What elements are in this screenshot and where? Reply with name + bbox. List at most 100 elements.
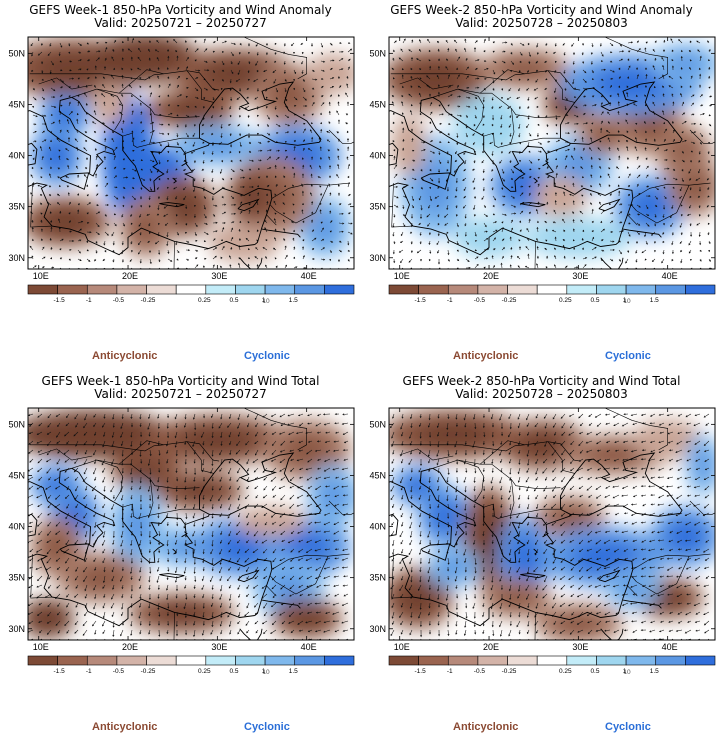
wind-arrow (437, 431, 440, 437)
wind-arrow (437, 259, 441, 265)
wind-arrow (290, 467, 295, 472)
wind-arrow (393, 164, 398, 170)
wind-arrow (447, 123, 451, 126)
wind-arrow (298, 539, 304, 543)
wind-arrow (202, 159, 205, 164)
wind-arrow (437, 440, 440, 448)
wind-arrow (86, 50, 91, 53)
wind-arrow (176, 141, 179, 146)
wind-arrow (311, 87, 315, 90)
wind-arrow (46, 548, 52, 555)
wind-arrow (455, 548, 458, 554)
wind-arrow (28, 638, 34, 640)
wind-arrow (409, 539, 413, 546)
borders (390, 37, 715, 269)
wind-arrow (563, 60, 566, 64)
wind-arrow (319, 156, 322, 161)
wind-arrow (391, 458, 395, 464)
anticyclonic-label: Anticyclonic (92, 721, 158, 733)
wind-arrow (283, 166, 286, 170)
wind-arrow (190, 150, 196, 154)
wind-arrow (604, 530, 611, 533)
border-line (30, 554, 53, 599)
wind-arrow (219, 620, 223, 627)
wind-arrow (337, 101, 340, 107)
wind-arrow (193, 204, 196, 208)
wind-arrow (139, 620, 142, 626)
wind-arrow (102, 530, 106, 538)
lon-label: 30E (211, 642, 227, 652)
wind-arrow (332, 602, 340, 606)
wind-arrow (573, 69, 576, 74)
wind-arrow (659, 557, 665, 560)
wind-arrow (698, 204, 701, 209)
wind-arrow (265, 96, 268, 99)
wind-arrow (605, 548, 611, 552)
wind-arrow (544, 220, 548, 224)
wind-arrow (174, 413, 178, 420)
wind-arrow (342, 503, 349, 506)
wind-arrow (247, 229, 250, 233)
wind-arrow (137, 67, 142, 71)
wind-arrow (573, 266, 579, 269)
wind-arrow (121, 240, 124, 246)
wind-arrow (279, 521, 286, 527)
colorbar-swatch (294, 284, 325, 295)
wind-arrow (595, 602, 602, 608)
wind-arrow (93, 413, 97, 418)
wind-arrow (293, 157, 296, 161)
wind-arrow (544, 87, 548, 90)
wind-arrow (74, 413, 79, 420)
wind-arrow (509, 132, 512, 137)
wind-arrow (49, 173, 52, 179)
wind-arrow (455, 48, 458, 53)
wind-arrow (138, 611, 142, 619)
wind-arrow (57, 167, 61, 170)
wind-arrow (139, 504, 143, 510)
wind-arrow (659, 548, 665, 551)
wind-arrow (139, 440, 142, 446)
wind-arrow (38, 422, 43, 427)
wind-arrow (148, 548, 151, 554)
wind-arrow (211, 449, 214, 457)
colorbar-unit: 10 (623, 298, 631, 305)
lon-label: 30E (211, 271, 227, 281)
wind-arrow (600, 228, 605, 233)
wind-arrow (527, 69, 530, 73)
wind-arrow (121, 127, 124, 134)
wind-arrow (535, 557, 539, 562)
wind-arrow (482, 602, 485, 608)
lon-label: 10E (33, 271, 49, 281)
wind-arrow (400, 629, 404, 635)
wind-arrow (266, 184, 270, 188)
wind-arrow (166, 593, 169, 601)
wind-arrow (695, 467, 701, 471)
wind-arrow (400, 512, 404, 518)
wind-arrow (342, 431, 349, 435)
wind-arrow (209, 494, 214, 502)
wind-arrow (573, 247, 576, 251)
coastline (172, 177, 178, 184)
wind-arrow (343, 539, 349, 542)
wind-arrow (559, 548, 566, 554)
coastline (239, 628, 263, 640)
wind-arrow (292, 203, 295, 206)
wind-arrow (138, 575, 142, 582)
wind-arrow (400, 539, 404, 545)
wind-arrow (400, 48, 404, 53)
wind-arrow (139, 584, 142, 590)
wind-arrow (657, 530, 665, 534)
wind-arrow (535, 60, 539, 64)
wind-arrow (229, 629, 232, 635)
wind-arrow (553, 593, 557, 600)
wind-arrow (257, 192, 260, 197)
wind-arrow (347, 58, 351, 62)
wind-arrow (604, 629, 611, 632)
wind-arrow (518, 548, 521, 555)
wind-arrow (641, 593, 647, 597)
wind-arrow (410, 566, 413, 573)
wind-arrow (185, 66, 188, 71)
wind-arrow (121, 522, 125, 529)
border-line (186, 441, 220, 462)
wind-arrow (640, 575, 647, 578)
